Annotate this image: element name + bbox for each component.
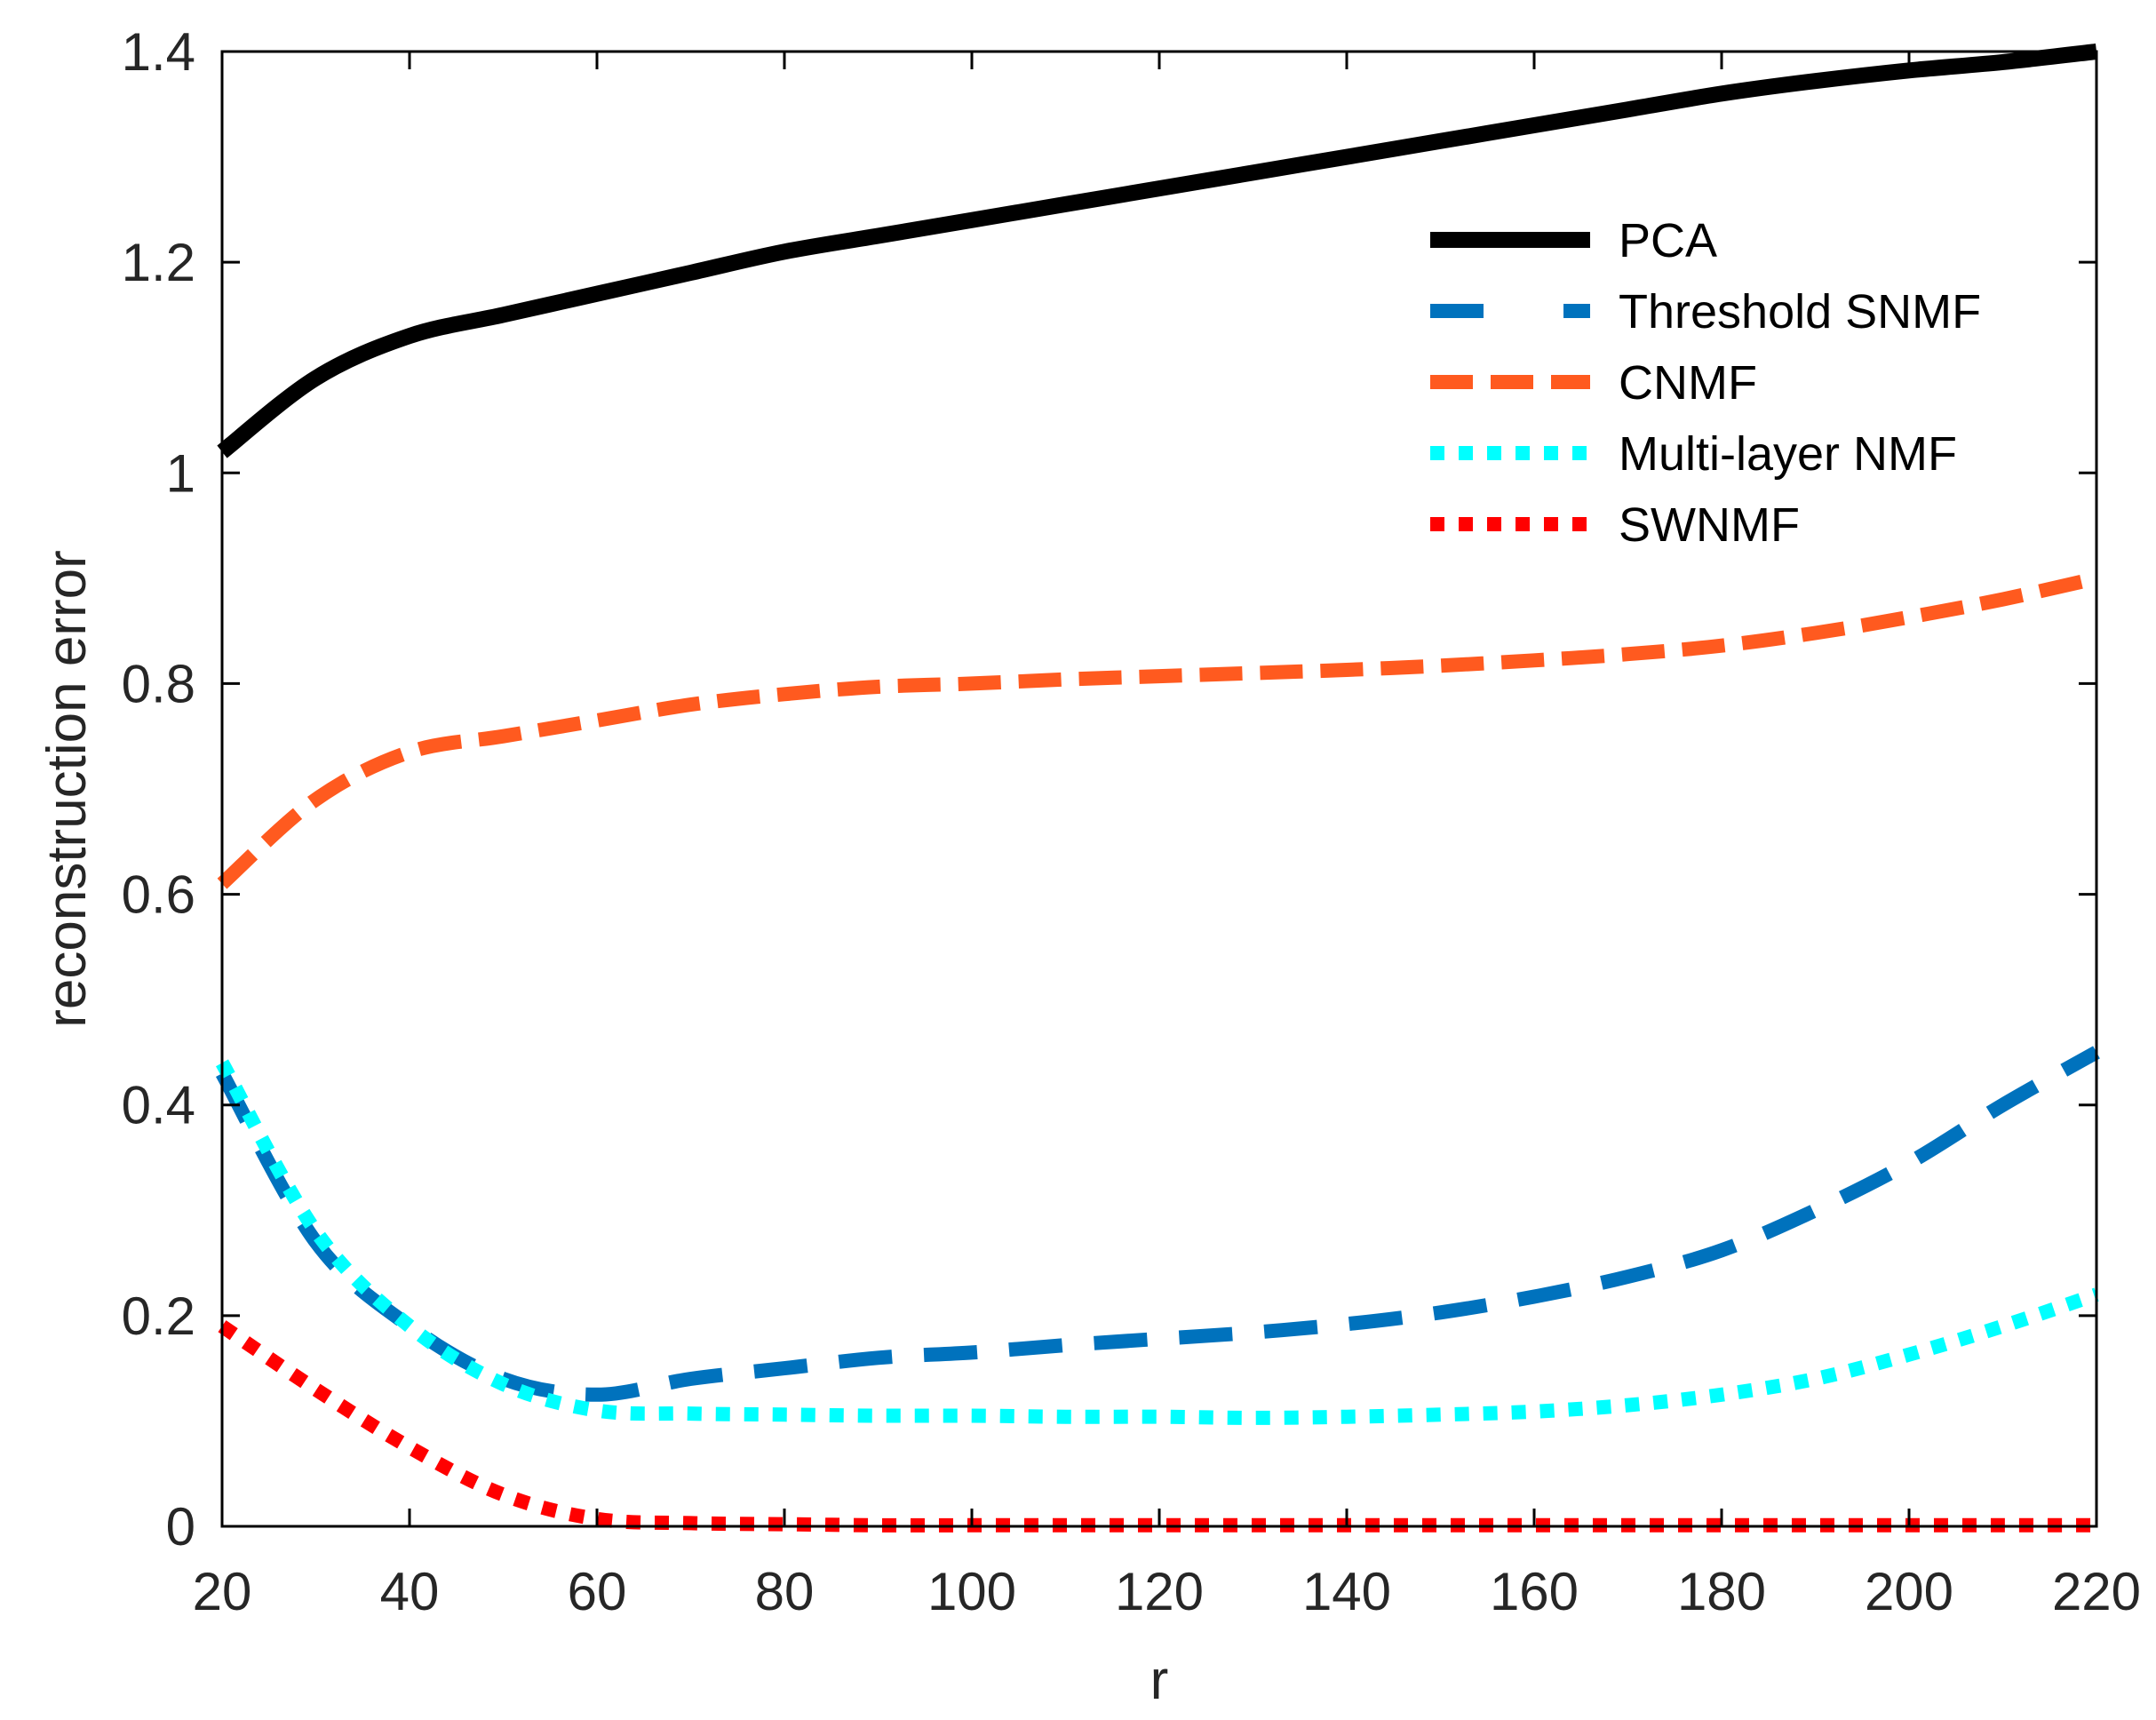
x-tick-label: 120: [1115, 1562, 1204, 1621]
x-tick-label: 20: [193, 1562, 252, 1621]
x-tick-label: 100: [927, 1562, 1016, 1621]
y-tick-label: 0.8: [122, 654, 195, 713]
x-tick-label: 180: [1677, 1562, 1766, 1621]
plot-area: [222, 52, 2096, 1526]
y-tick-label: 1.4: [122, 22, 195, 82]
y-tick-label: 0.6: [122, 865, 195, 925]
legend-label: Threshold SNMF: [1619, 285, 1981, 338]
legend-label: SWNMF: [1619, 498, 1800, 552]
y-tick-label: 1: [166, 443, 195, 503]
series-line-swnmf: [218, 1320, 2097, 1533]
series-layer: [216, 44, 2100, 1533]
legend-label: PCA: [1619, 214, 1717, 267]
series-line-multi-layer-nmf: [216, 1059, 2099, 1425]
x-tick-label: 200: [1865, 1562, 1953, 1621]
series-line-cnmf: [217, 571, 2098, 889]
series-line-pca: [217, 44, 2098, 458]
tick-layer: 20 40 60 80 100 120 140 160 180 200 220 0 0.2 0.4 0.6 0…: [122, 22, 2141, 1621]
y-axis-label: reconstruction error: [36, 550, 98, 1028]
y-tick-label: 0: [166, 1497, 195, 1557]
x-tick-label: 160: [1490, 1562, 1579, 1621]
legend-label: CNMF: [1619, 356, 1757, 410]
x-axis-label: r: [1150, 1650, 1169, 1711]
y-tick-label: 1.2: [122, 233, 195, 292]
legend: PCA Threshold SNMF CNMF Multi-layer NMF SWNM…: [1430, 214, 1981, 552]
x-tick-label: 40: [380, 1562, 440, 1621]
y-tick-label: 0.2: [122, 1286, 195, 1346]
legend-label: Multi-layer NMF: [1619, 427, 1957, 481]
x-tick-label: 220: [2052, 1562, 2141, 1621]
x-tick-label: 140: [1302, 1562, 1391, 1621]
x-tick-label: 60: [568, 1562, 627, 1621]
y-tick-label: 0.4: [122, 1076, 195, 1135]
x-tick-label: 80: [755, 1562, 815, 1621]
